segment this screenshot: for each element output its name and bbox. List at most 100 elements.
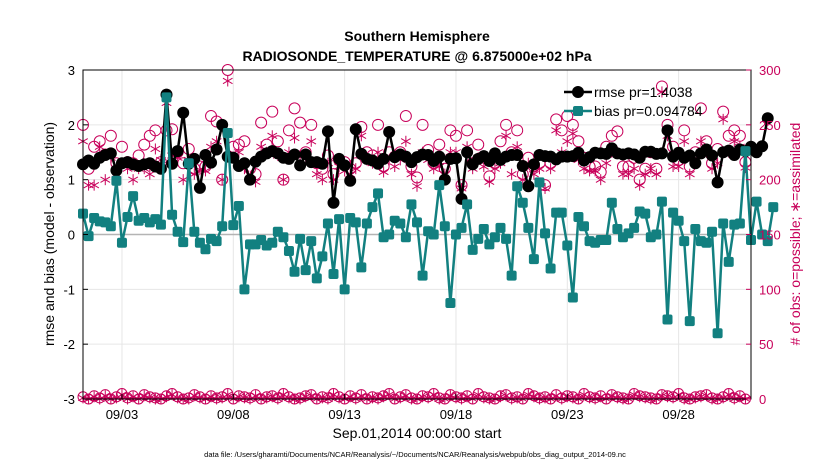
obs-assimilated-marker [378, 166, 389, 178]
obs-assimilated-marker [551, 124, 562, 136]
bias-point [417, 270, 428, 281]
obs-assimilated-stroke [400, 138, 411, 145]
obs-assimilated-stroke [278, 176, 289, 183]
obs-assimilated-stroke [89, 181, 100, 189]
obs-assimilated-marker [545, 163, 556, 175]
rmse-point [166, 157, 179, 170]
obs-assimilated-stroke [506, 171, 517, 178]
obs-possible-marker [288, 102, 301, 115]
obs-assimilated-stroke [651, 171, 662, 178]
y-tick-label: 3 [68, 63, 75, 78]
obs-assimilated-marker [590, 165, 601, 177]
obs-assimilated-stroke [690, 394, 701, 402]
obs-assimilated-stroke [406, 171, 417, 178]
bias-point [690, 224, 701, 235]
obs-assimilated-stroke [389, 163, 400, 170]
bias-point [679, 236, 690, 247]
obs-assimilated-stroke [634, 181, 645, 189]
obs-bottom-assimilated-marker [317, 392, 328, 404]
obs-assimilated-stroke [222, 391, 233, 398]
obs-assimilated-stroke [606, 392, 617, 399]
obs-assimilated-marker [567, 128, 578, 140]
obs-assimilated-stroke [317, 176, 328, 183]
obs-assimilated-marker [100, 174, 111, 186]
bias-point [612, 224, 623, 235]
obs-assimilated-marker [406, 168, 417, 180]
obs-assimilated-stroke [512, 394, 523, 402]
rmse-point [689, 157, 702, 170]
obs-bottom-assimilated-marker [261, 392, 272, 404]
rmse-point [756, 140, 769, 153]
bias-point [211, 236, 222, 247]
rmse-point [449, 152, 462, 165]
bias-point [662, 314, 673, 325]
bias-point [501, 233, 512, 244]
obs-possible-marker [305, 118, 318, 131]
bias-point [534, 177, 545, 188]
rmse-point [461, 146, 474, 159]
y-right-tick-label: 200 [759, 173, 781, 188]
obs-bottom-assimilated-marker [172, 392, 183, 404]
obs-bottom-assimilated-marker [478, 392, 489, 404]
bias-point [200, 244, 211, 255]
obs-assimilated-stroke [590, 167, 601, 175]
bias-point [434, 180, 445, 191]
bias-point [462, 199, 473, 210]
obs-assimilated-stroke [334, 394, 345, 402]
obs-assimilated-stroke [679, 138, 690, 145]
bias-point [523, 222, 534, 233]
bias-point [601, 234, 612, 245]
obs-assimilated-stroke [601, 160, 612, 167]
rmse-point [761, 112, 774, 125]
bias-point [478, 224, 489, 235]
bias-point [350, 217, 361, 228]
y-right-tick-label: 100 [759, 282, 781, 297]
obs-possible-marker [238, 135, 251, 148]
obs-assimilated-stroke [211, 138, 222, 145]
chart-title: Southern Hemisphere [344, 28, 490, 44]
obs-assimilated-stroke [478, 394, 489, 402]
obs-bottom-assimilated-marker [540, 392, 551, 404]
obs-possible-marker [104, 129, 117, 142]
obs-assimilated-stroke [562, 138, 573, 145]
bias-point [189, 226, 200, 237]
obs-assimilated-stroke [640, 171, 651, 178]
obs-assimilated-stroke [718, 116, 729, 123]
bias-point [217, 221, 228, 232]
obs-assimilated-marker [673, 161, 684, 173]
obs-bottom-assimilated-marker [629, 389, 640, 401]
y-tick-label: 0 [68, 228, 75, 243]
obs-possible-marker [511, 124, 524, 137]
x-tick-label: 09/08 [217, 407, 250, 422]
bias-point [105, 221, 116, 232]
bias-point [428, 229, 439, 240]
obs-assimilated-marker [489, 163, 500, 175]
obs-assimilated-marker [128, 174, 139, 186]
obs-bottom-assimilated-marker [194, 392, 205, 404]
bias-point [718, 218, 729, 229]
bias-point [467, 244, 478, 255]
obs-bottom-assimilated-marker [144, 392, 155, 404]
obs-possible-marker [611, 125, 624, 138]
bias-point [684, 316, 695, 327]
obs-assimilated-marker [595, 174, 606, 186]
y-axis-label: rmse and bias (model - observation) [41, 122, 57, 346]
obs-assimilated-stroke [261, 394, 272, 402]
obs-assimilated-marker [695, 135, 706, 147]
x-tick-label: 09/03 [106, 407, 139, 422]
obs-assimilated-stroke [194, 394, 205, 402]
bias-point [740, 146, 751, 157]
obs-assimilated-marker [501, 130, 512, 142]
obs-possible-marker [449, 129, 462, 142]
rmse-point [655, 147, 668, 160]
rmse-point [349, 123, 362, 136]
bias-point [567, 292, 578, 303]
bias-point [278, 232, 289, 243]
obs-assimilated-stroke [656, 88, 667, 96]
rmse-point [511, 148, 524, 161]
obs-assimilated-stroke [512, 143, 523, 150]
bias-point [111, 175, 122, 186]
rmse-point [210, 143, 223, 156]
obs-assimilated-stroke [629, 165, 640, 172]
rmse-point [321, 125, 334, 138]
